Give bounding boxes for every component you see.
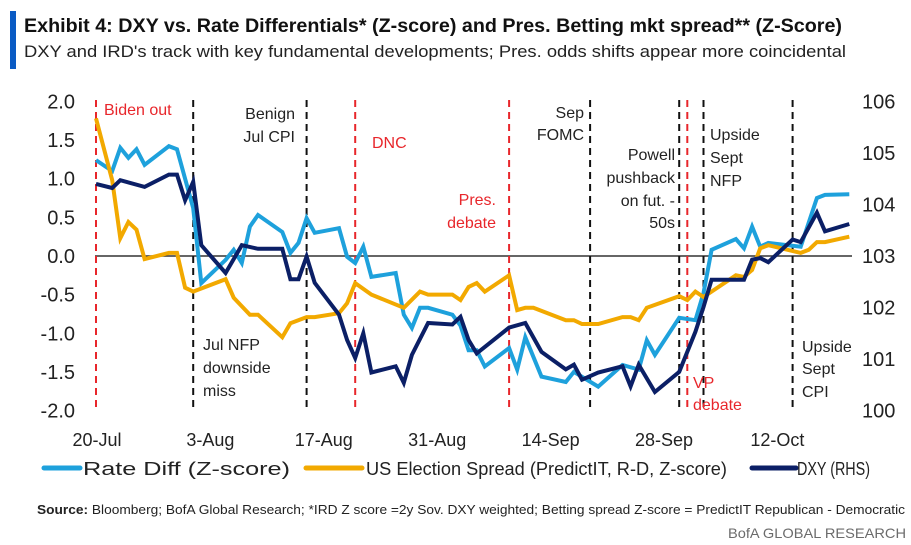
annotation-pres-debate: Pres. debate [447, 192, 496, 232]
y-left-tick-label: -1.5 [41, 362, 75, 384]
source-label: Source: [37, 502, 88, 517]
annotation-line: miss [203, 383, 236, 400]
annotation-biden-out: Biden out [104, 102, 172, 119]
annotation-jul-nfp: Jul NFP downside miss [203, 337, 271, 400]
annotation-line: Pres. [459, 192, 496, 209]
annotation-line: DNC [372, 135, 407, 152]
y-left-tick-label: 1.5 [47, 130, 75, 152]
y-axis-left: 2.0 1.5 1.0 0.5 0.0 -0.5 -1.0 -1.5 -2.0 [41, 91, 75, 422]
x-tick-label: 31-Aug [408, 430, 466, 450]
y-left-tick-label: 0.5 [47, 207, 75, 229]
annotation-line: Upside [802, 339, 852, 356]
annotation-line: Sep [556, 105, 585, 122]
annotation-line: Powell [628, 147, 675, 164]
y-left-tick-label: -2.0 [41, 401, 75, 423]
x-tick-label: 20-Jul [72, 430, 121, 450]
y-right-tick-label: 103 [862, 246, 895, 268]
annotation-line: debate [693, 397, 742, 414]
title-accent-bar [10, 11, 16, 69]
annotation-line: on fut. - [621, 193, 675, 210]
x-axis: 20-Jul 3-Aug 17-Aug 31-Aug 14-Sep 28-Sep 12-Oc… [72, 430, 804, 450]
series-line-2 [95, 172, 850, 396]
annotation-line: VP [693, 375, 714, 392]
y-right-tick-label: 105 [862, 143, 895, 165]
annotation-line: 50s [649, 215, 675, 232]
y-right-tick-label: 101 [862, 349, 895, 371]
chart-title: Exhibit 4: DXY vs. Rate Differentials* (… [24, 16, 842, 37]
annotation-sept-cpi: Upside Sept CPI [802, 339, 852, 401]
x-tick-label: 17-Aug [295, 430, 353, 450]
source-text: Bloomberg; BofA Global Research; *IRD Z … [88, 502, 905, 517]
annotation-sept-nfp: Upside Sept NFP [710, 127, 760, 190]
y-left-tick-label: -0.5 [41, 285, 75, 307]
annotation-line: NFP [710, 173, 742, 190]
y-left-tick-label: 2.0 [47, 91, 75, 113]
chart-subtitle: DXY and IRD's track with key fundamental… [24, 42, 846, 61]
x-tick-label: 28-Sep [635, 430, 693, 450]
y-left-tick-label: 1.0 [47, 169, 75, 191]
annotation-line: Jul CPI [243, 129, 295, 146]
legend-label-rate-diff: Rate Diff (Z-score) [83, 459, 290, 479]
annotation-sep-fomc: Sep FOMC [537, 105, 584, 144]
annotation-benign-cpi: Benign Jul CPI [243, 106, 295, 146]
annotation-line: Upside [710, 127, 760, 144]
legend-label-election-spread: US Election Spread (PredictIT, R-D, Z-sc… [366, 459, 727, 479]
annotation-line: Biden out [104, 102, 172, 119]
annotation-line: downside [203, 360, 271, 377]
brand-footer: BofA GLOBAL RESEARCH [728, 525, 906, 541]
annotation-dnc: DNC [372, 135, 407, 152]
annotation-line: Jul NFP [203, 337, 260, 354]
y-axis-right: 106 105 104 103 102 101 100 [862, 91, 895, 422]
x-tick-label: 14-Sep [522, 430, 580, 450]
event-markers [95, 100, 794, 408]
annotation-line: Sept [710, 150, 743, 167]
annotation-powell: Powell pushback on fut. - 50s [607, 147, 676, 232]
y-left-tick-label: -1.0 [41, 323, 75, 345]
y-right-tick-label: 104 [862, 194, 895, 216]
source-note: Source: Bloomberg; BofA Global Research;… [37, 502, 906, 517]
annotation-line: pushback [607, 170, 676, 187]
legend-label-dxy: DXY (RHS) [797, 459, 870, 479]
legend: Rate Diff (Z-score) US Election Spread (… [41, 459, 870, 479]
annotation-line: Sept [802, 361, 835, 378]
annotation-line: Benign [245, 106, 295, 123]
y-right-tick-label: 100 [862, 401, 895, 423]
annotation-line: debate [447, 215, 496, 232]
series-lines [94, 117, 850, 396]
x-tick-label: 3-Aug [186, 430, 234, 450]
annotation-line: CPI [802, 384, 829, 401]
x-tick-label: 12-Oct [750, 430, 804, 450]
y-right-tick-label: 106 [862, 91, 895, 113]
y-right-tick-label: 102 [862, 298, 895, 320]
annotation-vp-debate: VP debate [693, 375, 742, 414]
series-line-0 [94, 143, 850, 390]
annotation-line: FOMC [537, 127, 584, 144]
y-left-tick-label: 0.0 [47, 246, 75, 268]
